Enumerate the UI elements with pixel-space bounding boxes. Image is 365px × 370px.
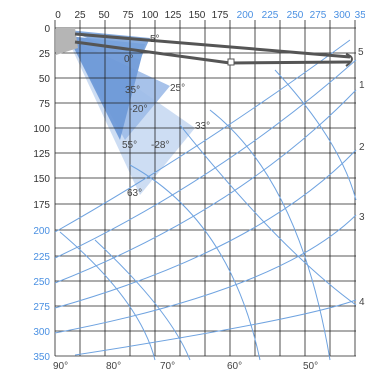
x-tick-label: 200 bbox=[237, 10, 254, 21]
y-tick-label: 250 bbox=[33, 277, 50, 288]
coverage-fans bbox=[68, 30, 195, 195]
angle-label-63: 63° bbox=[127, 188, 142, 199]
x-tick-label: 150 bbox=[189, 10, 206, 21]
right-edge-labels: 5 1 2 3 4 bbox=[358, 47, 365, 308]
y-tick-label: 350 bbox=[33, 352, 50, 363]
angle-label-25: 25° bbox=[170, 83, 185, 94]
y-tick-label: 150 bbox=[33, 174, 50, 185]
bottom-label-50: 50° bbox=[303, 361, 318, 370]
right-label-5: 5 bbox=[358, 47, 364, 58]
y-tick-label: 100 bbox=[33, 124, 50, 135]
right-label-1: 1 bbox=[359, 80, 365, 91]
bottom-angle-labels: 90° 80° 70° 60° 50° bbox=[53, 361, 318, 370]
y-tick-label: 50 bbox=[39, 74, 51, 85]
angle-label-0: 0° bbox=[124, 54, 134, 65]
x-axis-labels: 0 25 50 75 100 125 150 175 200 225 250 275 300 350 bbox=[55, 10, 365, 21]
y-tick-label: 25 bbox=[39, 49, 51, 60]
x-tick-label: 175 bbox=[212, 10, 229, 21]
dark-fan bbox=[68, 36, 145, 140]
angle-label-minus20: -20° bbox=[129, 104, 147, 115]
y-tick-label: 75 bbox=[39, 99, 51, 110]
x-tick-label: 125 bbox=[165, 10, 182, 21]
right-label-2: 2 bbox=[359, 142, 365, 153]
x-tick-label: 300 bbox=[334, 10, 351, 21]
bottom-label-80: 80° bbox=[106, 361, 121, 370]
y-tick-label: 225 bbox=[33, 252, 50, 263]
y-tick-label: 125 bbox=[33, 149, 50, 160]
bottom-label-90: 90° bbox=[53, 361, 68, 370]
angle-label-33: 33° bbox=[195, 121, 210, 132]
angle-label-5: 5° bbox=[150, 34, 160, 45]
y-axis-labels: 0 25 50 75 100 125 150 175 200 225 250 275 300 350 bbox=[33, 24, 50, 363]
angle-labels: 5° 0° 35° 25° -20° 33° 55° -28° 63° bbox=[122, 34, 210, 199]
y-tick-label: 200 bbox=[33, 226, 50, 237]
x-tick-label: 50 bbox=[98, 10, 110, 21]
x-tick-label: 0 bbox=[55, 10, 61, 21]
y-tick-label: 0 bbox=[44, 24, 50, 35]
y-tick-label: 300 bbox=[33, 327, 50, 338]
angle-label-55: 55° bbox=[122, 140, 137, 151]
x-tick-label: 225 bbox=[262, 10, 279, 21]
right-label-3: 3 bbox=[359, 212, 365, 223]
bottom-label-60: 60° bbox=[227, 361, 242, 370]
x-tick-label: 100 bbox=[142, 10, 159, 21]
x-tick-label: 275 bbox=[310, 10, 327, 21]
x-tick-label: 250 bbox=[287, 10, 304, 21]
bottom-label-70: 70° bbox=[160, 361, 175, 370]
y-tick-label: 175 bbox=[33, 200, 50, 211]
reach-arcs bbox=[54, 39, 357, 361]
crane-base bbox=[56, 28, 78, 55]
x-tick-label: 350 bbox=[355, 10, 365, 21]
crane-arm bbox=[56, 28, 353, 67]
angle-label-minus28: -28° bbox=[151, 140, 169, 151]
right-label-4: 4 bbox=[359, 297, 365, 308]
x-tick-label: 25 bbox=[74, 10, 86, 21]
angle-label-35: 35° bbox=[125, 85, 140, 96]
y-tick-label: 275 bbox=[33, 302, 50, 313]
x-tick-label: 75 bbox=[122, 10, 134, 21]
